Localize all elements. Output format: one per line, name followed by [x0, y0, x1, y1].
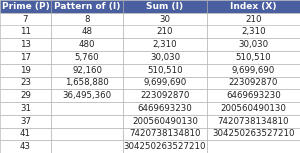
Bar — [0, 51, 51, 64]
Bar — [51, 38, 123, 51]
Text: 210: 210 — [245, 15, 262, 24]
Bar — [123, 51, 207, 64]
Bar — [51, 26, 123, 38]
Bar — [0, 127, 51, 140]
Bar — [0, 0, 51, 13]
Bar — [0, 26, 51, 38]
Bar — [207, 64, 300, 76]
Bar — [123, 140, 207, 153]
Bar — [51, 0, 123, 13]
Bar — [0, 102, 51, 115]
Bar — [51, 51, 123, 64]
Bar — [0, 38, 51, 51]
Text: 92,160: 92,160 — [72, 66, 102, 75]
Bar — [123, 89, 207, 102]
Text: 200560490130: 200560490130 — [220, 104, 286, 113]
Bar — [0, 89, 51, 102]
Text: 41: 41 — [20, 129, 31, 138]
Text: 6469693230: 6469693230 — [138, 104, 192, 113]
Bar — [123, 64, 207, 76]
Text: 1,658,880: 1,658,880 — [65, 78, 109, 87]
Text: 510,510: 510,510 — [147, 66, 183, 75]
Text: 9,699,690: 9,699,690 — [232, 66, 275, 75]
Bar — [123, 102, 207, 115]
Text: 36,495,360: 36,495,360 — [62, 91, 112, 100]
Text: 23: 23 — [20, 78, 31, 87]
Text: Prime (P): Prime (P) — [2, 2, 50, 11]
Text: 304250263527210: 304250263527210 — [124, 142, 206, 151]
Bar — [0, 140, 51, 153]
Text: 510,510: 510,510 — [236, 53, 271, 62]
Text: 7420738134810: 7420738134810 — [129, 129, 201, 138]
Text: 9,699,690: 9,699,690 — [143, 78, 187, 87]
Text: 210: 210 — [157, 27, 173, 36]
Bar — [0, 64, 51, 76]
Bar — [207, 102, 300, 115]
Text: 5,760: 5,760 — [75, 53, 99, 62]
Bar — [51, 64, 123, 76]
Text: 30,030: 30,030 — [150, 53, 180, 62]
Text: 2,310: 2,310 — [241, 27, 266, 36]
Bar — [51, 89, 123, 102]
Text: 11: 11 — [20, 27, 31, 36]
Bar — [0, 76, 51, 89]
Text: 19: 19 — [20, 66, 31, 75]
Bar — [207, 26, 300, 38]
Text: 29: 29 — [20, 91, 31, 100]
Bar — [207, 13, 300, 26]
Bar — [51, 140, 123, 153]
Bar — [123, 0, 207, 13]
Bar — [207, 0, 300, 13]
Text: 223092870: 223092870 — [229, 78, 278, 87]
Text: 6469693230: 6469693230 — [226, 91, 281, 100]
Text: 13: 13 — [20, 40, 31, 49]
Bar — [207, 76, 300, 89]
Text: 31: 31 — [20, 104, 31, 113]
Text: Pattern of (I): Pattern of (I) — [54, 2, 120, 11]
Text: 8: 8 — [84, 15, 90, 24]
Bar — [207, 51, 300, 64]
Text: 304250263527210: 304250263527210 — [212, 129, 295, 138]
Bar — [0, 115, 51, 127]
Bar — [51, 76, 123, 89]
Bar — [51, 115, 123, 127]
Text: 30,030: 30,030 — [238, 40, 268, 49]
Bar — [51, 13, 123, 26]
Text: 7: 7 — [23, 15, 28, 24]
Text: Index (X): Index (X) — [230, 2, 277, 11]
Text: 480: 480 — [79, 40, 95, 49]
Bar — [207, 127, 300, 140]
Text: 48: 48 — [82, 27, 92, 36]
Bar — [0, 13, 51, 26]
Text: 37: 37 — [20, 117, 31, 126]
Text: 43: 43 — [20, 142, 31, 151]
Bar — [123, 115, 207, 127]
Bar — [207, 140, 300, 153]
Text: 2,310: 2,310 — [153, 40, 177, 49]
Bar — [207, 89, 300, 102]
Text: 17: 17 — [20, 53, 31, 62]
Bar — [123, 127, 207, 140]
Text: Sum (I): Sum (I) — [146, 2, 184, 11]
Bar — [123, 76, 207, 89]
Bar — [207, 38, 300, 51]
Text: 223092870: 223092870 — [140, 91, 190, 100]
Bar — [207, 115, 300, 127]
Text: 200560490130: 200560490130 — [132, 117, 198, 126]
Bar — [123, 13, 207, 26]
Bar — [51, 127, 123, 140]
Bar — [123, 38, 207, 51]
Text: 7420738134810: 7420738134810 — [218, 117, 289, 126]
Text: 30: 30 — [160, 15, 170, 24]
Bar — [51, 102, 123, 115]
Bar — [123, 26, 207, 38]
